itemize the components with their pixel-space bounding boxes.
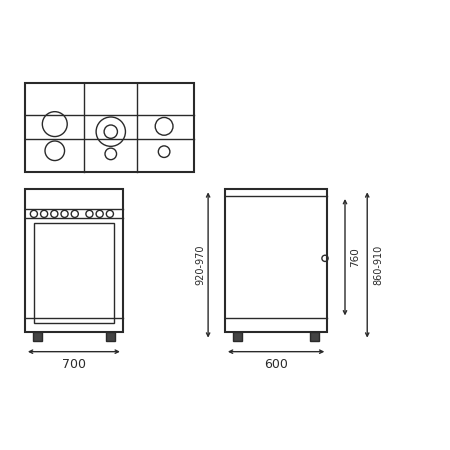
Bar — [25, 83, 194, 171]
Bar — [34, 223, 114, 323]
Bar — [106, 332, 115, 341]
Bar — [33, 332, 42, 341]
Text: 600: 600 — [264, 359, 288, 372]
Bar — [25, 189, 123, 332]
Bar — [233, 332, 242, 341]
Text: 760: 760 — [350, 248, 360, 267]
Bar — [225, 189, 327, 332]
Text: 700: 700 — [62, 359, 86, 372]
Text: 920-970: 920-970 — [195, 245, 205, 285]
Text: 860-910: 860-910 — [374, 245, 383, 285]
Bar — [310, 332, 319, 341]
